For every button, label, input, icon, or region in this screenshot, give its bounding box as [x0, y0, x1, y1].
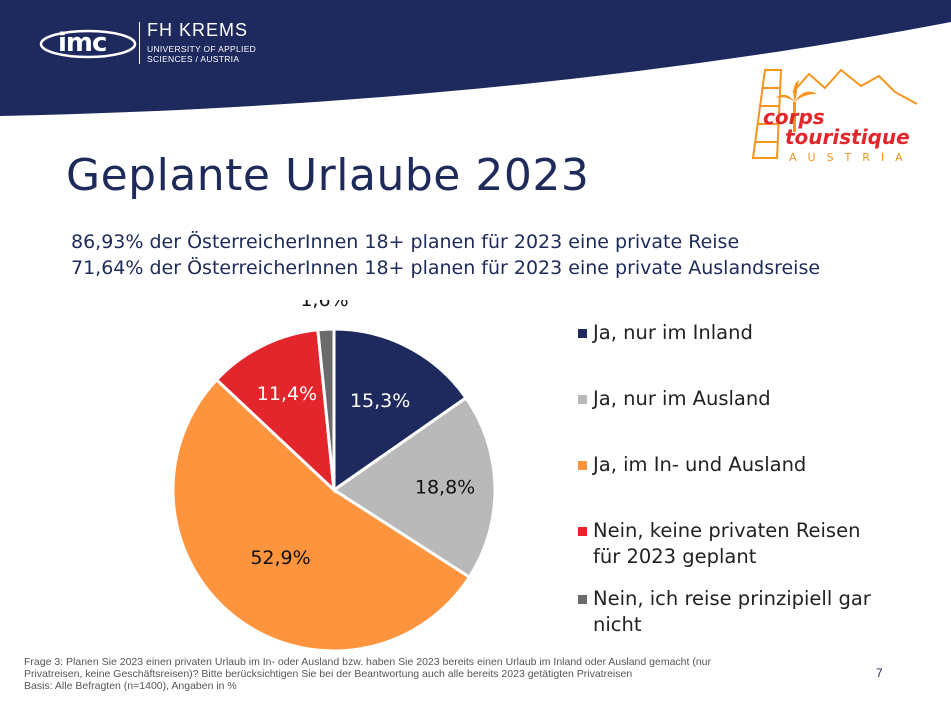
- logo-word-corps: corps: [763, 105, 825, 129]
- palm-tree-icon: [775, 80, 817, 132]
- logo-word-austria: AUSTRIA: [789, 151, 914, 164]
- page-title: Geplante Urlaube 2023: [66, 150, 590, 201]
- pie-data-label-3: 52,9%: [250, 547, 310, 569]
- logo-divider: [139, 22, 140, 64]
- logo-word-touristique: touristique: [785, 125, 910, 149]
- legend-label-3: Ja, im In- und Ausland: [593, 453, 807, 476]
- legend-label-4: Nein, keine privaten Reisen für 2023 gep…: [593, 519, 861, 568]
- page-number: 7: [876, 666, 883, 680]
- legend-swatch-2: [578, 395, 587, 404]
- legend-label-5: Nein, ich reise prinzipiell gar nicht: [593, 587, 871, 636]
- pie-chart: 15,3% 18,8% 52,9% 11,4% 1,6%: [171, 300, 497, 653]
- fh-subtitle-line1: UNIVERSITY OF APPLIED: [147, 44, 257, 54]
- pie-data-label-5: 1,6%: [300, 300, 348, 311]
- subtitle-line-2: 71,64% der ÖsterreicherInnen 18+ planen …: [71, 257, 821, 279]
- footer-note-line1: Frage 3: Planen Sie 2023 einen privaten …: [24, 656, 712, 668]
- legend-swatch-4: [578, 527, 587, 536]
- legend-item-1: Ja, nur im Inland: [578, 320, 923, 346]
- legend-item-5: Nein, ich reise prinzipiell gar nicht: [578, 586, 893, 638]
- legend-item-2: Ja, nur im Ausland: [578, 386, 923, 412]
- imc-logo-icon: [39, 29, 137, 59]
- legend-swatch-5: [578, 595, 587, 604]
- footer-note: Frage 3: Planen Sie 2023 einen privaten …: [24, 656, 864, 692]
- legend-label-2: Ja, nur im Ausland: [593, 387, 771, 410]
- legend-label-1: Ja, nur im Inland: [593, 321, 753, 344]
- pie-data-label-4: 11,4%: [257, 383, 317, 405]
- legend-swatch-1: [578, 329, 587, 338]
- fh-krems-subtitle: UNIVERSITY OF APPLIED SCIENCES / AUSTRIA: [147, 44, 256, 64]
- pisa-tower-icon: [751, 69, 783, 159]
- legend-item-3: Ja, im In- und Ausland: [578, 452, 923, 478]
- corps-touristique-logo: corps touristique AUSTRIA: [751, 68, 918, 164]
- pie-slice-1: [332, 327, 469, 493]
- fh-subtitle-line2: SCIENCES / AUSTRIA: [147, 54, 240, 64]
- imc-logo-text: imc: [58, 28, 107, 58]
- pie-slice-5: [316, 327, 336, 491]
- pie-data-label-2: 18,8%: [415, 476, 475, 498]
- footer-note-line2: Privatreisen, keine Geschäftsreisen)? Bi…: [24, 668, 633, 680]
- pie-slice-3: [171, 377, 472, 653]
- legend-item-4: Nein, keine privaten Reisen für 2023 gep…: [578, 518, 893, 570]
- legend-swatch-3: [578, 461, 587, 470]
- footer-note-line3: Basis: Alle Befragten (n=1400), Angaben …: [24, 680, 237, 692]
- pie-slice-4: [214, 328, 336, 494]
- pie-slice-2: [331, 395, 497, 580]
- pie-data-label-1: 15,3%: [350, 390, 410, 412]
- header-band: [0, 0, 951, 116]
- fh-krems-title: FH KREMS: [147, 20, 249, 40]
- subtitle-line-1: 86,93% der ÖsterreicherInnen 18+ planen …: [71, 231, 740, 253]
